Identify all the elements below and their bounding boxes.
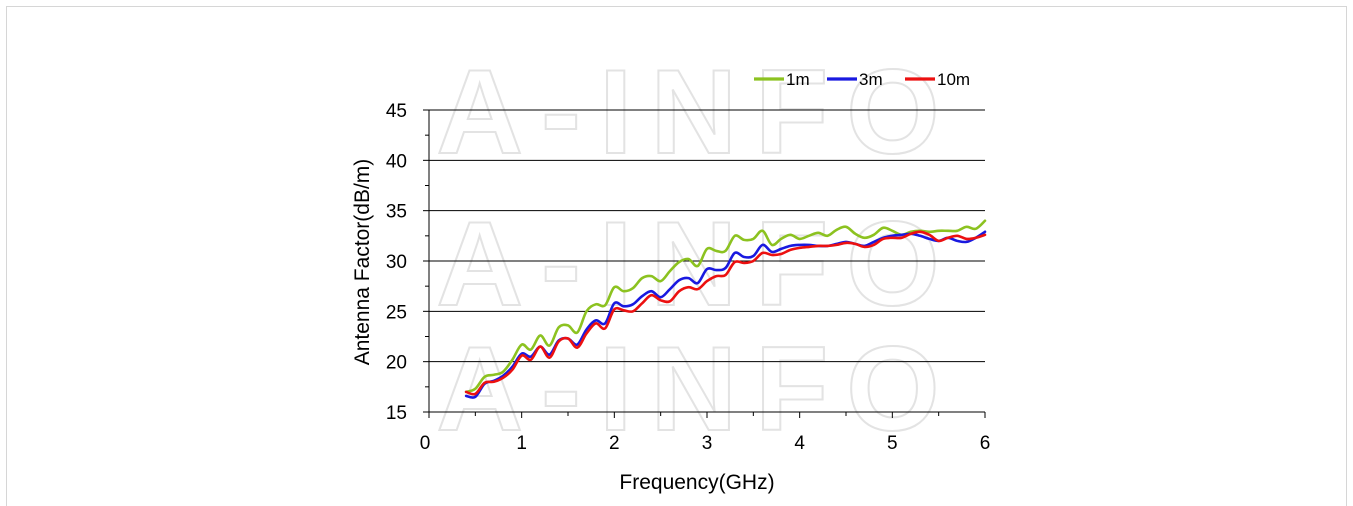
x-tick-label-6: 6 [980, 433, 991, 454]
chart-frame [6, 6, 1347, 506]
series-lines [464, 219, 987, 399]
x-tick-label-2: 2 [609, 433, 620, 454]
series-line-10m [464, 230, 987, 396]
legend: 1m 3m 10m [754, 70, 970, 89]
y-tick-labels: 15 20 25 30 35 40 45 [386, 101, 407, 424]
legend-label-10m: 10m [937, 70, 970, 89]
y-tick-label-15: 15 [386, 403, 407, 424]
x-tick-labels: 0 1 2 3 4 5 6 [420, 433, 991, 454]
axes [423, 109, 986, 418]
watermark-text-1: A-INFO [436, 197, 957, 331]
x-tick-label-0: 0 [420, 433, 431, 454]
x-tick-label-5: 5 [887, 433, 898, 454]
y-tick-label-25: 25 [386, 302, 407, 323]
y-tick-label-40: 40 [386, 151, 407, 172]
watermark-text-0: A-INFO [436, 45, 957, 179]
watermark-text-2: A-INFO [436, 322, 957, 456]
y-tick-label-30: 30 [386, 252, 407, 273]
y-tick-label-45: 45 [386, 101, 407, 122]
x-tick-label-3: 3 [702, 433, 713, 454]
legend-label-1m: 1m [786, 70, 810, 89]
y-tick-label-20: 20 [386, 353, 407, 374]
y-axis-label: Antenna Factor(dB/m) [351, 159, 374, 366]
x-axis-label: Frequency(GHz) [619, 471, 774, 494]
x-tick-label-1: 1 [516, 433, 527, 454]
gridlines [429, 109, 985, 363]
x-tick-label-4: 4 [794, 433, 805, 454]
y-tick-label-35: 35 [386, 202, 407, 223]
legend-label-3m: 3m [859, 70, 883, 89]
